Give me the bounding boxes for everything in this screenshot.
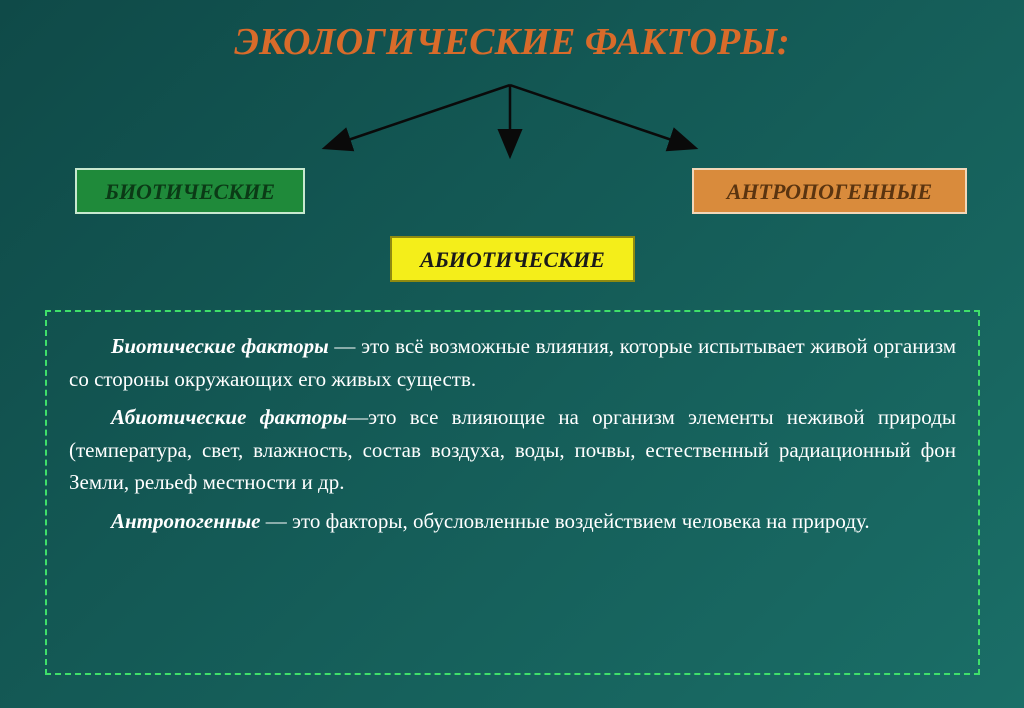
- box-biotic: БИОТИЧЕСКИЕ: [75, 168, 305, 214]
- def-biotic: Биотические факторы — это всё возможные …: [69, 330, 956, 395]
- slide-title: ЭКОЛОГИЧЕСКИЕ ФАКТОРЫ:: [0, 20, 1024, 64]
- box-anthropogenic: АНТРОПОГЕННЫЕ: [692, 168, 967, 214]
- def-anthro-term: Антропогенные: [111, 509, 260, 533]
- def-anthro: Антропогенные — это факторы, обусловленн…: [69, 505, 956, 538]
- box-anthro-label: АНТРОПОГЕННЫЕ: [727, 179, 932, 204]
- box-abiotic-label: АБИОТИЧЕСКИЕ: [420, 247, 605, 272]
- def-abiotic-term: Абиотические факторы: [111, 405, 347, 429]
- definitions-panel: Биотические факторы — это всё возможные …: [45, 310, 980, 675]
- box-biotic-label: БИОТИЧЕСКИЕ: [105, 179, 275, 204]
- branch-arrows: [280, 80, 740, 160]
- def-biotic-term: Биотические факторы: [111, 334, 329, 358]
- def-abiotic: Абиотические факторы—это все влияющие на…: [69, 401, 956, 499]
- slide-root: ЭКОЛОГИЧЕСКИЕ ФАКТОРЫ: БИОТИЧЕСКИЕ АБИОТ…: [0, 0, 1024, 708]
- box-abiotic: АБИОТИЧЕСКИЕ: [390, 236, 635, 282]
- def-anthro-text: — это факторы, обусловленные воздействие…: [260, 509, 869, 533]
